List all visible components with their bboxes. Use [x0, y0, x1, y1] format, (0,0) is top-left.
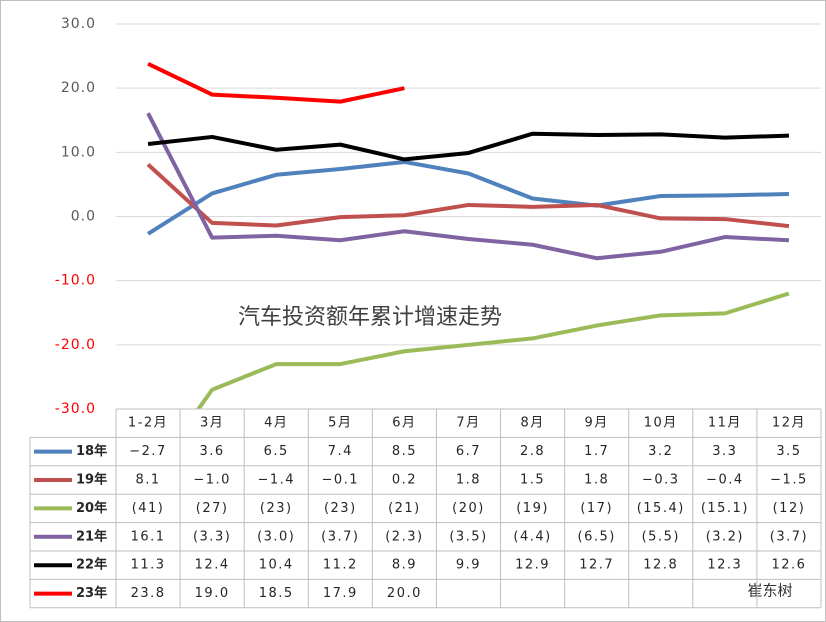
legend-label: 22年	[76, 557, 107, 573]
x-tick-label: 11月	[708, 416, 742, 431]
data-label: (27)	[196, 501, 229, 516]
data-label: 19.0	[195, 586, 230, 601]
data-label: 12.9	[515, 558, 550, 573]
data-label: (5.5)	[642, 529, 680, 544]
data-label: (23)	[260, 501, 293, 516]
data-label: (21)	[388, 501, 421, 516]
data-label: −0.3	[642, 473, 680, 488]
data-label: 12.3	[707, 558, 742, 573]
legend-label: 21年	[76, 528, 107, 544]
series-line	[147, 131, 790, 162]
legend-label: 23年	[76, 585, 107, 601]
series-line	[147, 61, 405, 104]
data-label: 18.5	[259, 586, 294, 601]
series-line	[195, 291, 790, 409]
data-label: 3.3	[712, 444, 737, 459]
y-tick-label: -20.0	[55, 337, 96, 353]
data-label: 7.4	[328, 444, 353, 459]
data-label: (3.0)	[257, 529, 295, 544]
data-label: (3.7)	[321, 529, 359, 544]
data-label: 3.5	[776, 444, 801, 459]
data-label: 6.5	[264, 444, 289, 459]
series-line	[146, 159, 789, 236]
data-label: 0.2	[392, 473, 417, 488]
series-line	[146, 112, 790, 261]
data-label: 12.8	[643, 558, 678, 573]
data-label: 3.2	[648, 444, 673, 459]
data-label: 8.1	[135, 473, 160, 488]
series-line	[146, 163, 790, 229]
data-label: (15.1)	[701, 501, 749, 516]
data-label: −0.4	[706, 473, 744, 488]
data-label: 1.8	[584, 473, 609, 488]
x-tick-label: 9月	[585, 416, 609, 431]
data-label: −2.7	[129, 444, 167, 459]
data-label: 1.7	[584, 444, 609, 459]
data-label: (3.7)	[770, 529, 808, 544]
data-label: (3.3)	[193, 529, 231, 544]
y-tick-label: -10.0	[55, 273, 96, 289]
data-label: (2.3)	[385, 529, 423, 544]
x-tick-label: 1-2月	[128, 416, 168, 431]
chart-title: 汽车投资额年累计增速走势	[238, 305, 502, 330]
data-label: −1.5	[770, 473, 808, 488]
legend-label: 19年	[76, 472, 107, 488]
legend-label: 20年	[76, 500, 107, 516]
data-label: 20.0	[387, 586, 422, 601]
data-label: (12)	[773, 501, 806, 516]
data-label: (19)	[516, 501, 549, 516]
data-label: −0.1	[322, 473, 360, 488]
data-label: 9.9	[456, 558, 481, 573]
x-tick-label: 3月	[200, 416, 224, 431]
data-label: 11.2	[323, 558, 358, 573]
data-label: 3.6	[200, 444, 225, 459]
data-label: (4.4)	[513, 529, 551, 544]
data-label: 12.6	[771, 558, 806, 573]
x-tick-label: 4月	[264, 416, 288, 431]
data-label: 12.7	[579, 558, 614, 573]
data-label: −1.0	[193, 473, 231, 488]
x-tick-label: 12月	[772, 416, 806, 431]
data-label: 23.8	[131, 586, 166, 601]
x-tick-label: 10月	[644, 416, 678, 431]
legend-label: 18年	[76, 443, 107, 459]
data-label: 6.7	[456, 444, 481, 459]
data-label: 10.4	[259, 558, 294, 573]
data-label: (41)	[132, 501, 165, 516]
y-tick-label: 20.0	[61, 80, 96, 96]
y-tick-label: -30.0	[55, 401, 96, 417]
data-label: 17.9	[323, 586, 358, 601]
watermark: 崔东树	[747, 582, 792, 600]
x-tick-label: 8月	[520, 416, 544, 431]
y-tick-label: 30.0	[61, 16, 96, 32]
data-label: 8.5	[392, 444, 417, 459]
data-label: −1.4	[257, 473, 295, 488]
data-label: (6.5)	[578, 529, 616, 544]
data-label: 1.5	[520, 473, 545, 488]
data-label: (3.2)	[706, 529, 744, 544]
data-label: 2.8	[520, 444, 545, 459]
data-label: 1.8	[456, 473, 481, 488]
x-tick-label: 7月	[456, 416, 480, 431]
data-label: (20)	[452, 501, 485, 516]
data-label: 11.3	[131, 558, 166, 573]
data-label: (15.4)	[637, 501, 685, 516]
data-label: 16.1	[131, 529, 166, 544]
data-label: (23)	[324, 501, 357, 516]
data-label: (17)	[580, 501, 613, 516]
data-label: 12.4	[195, 558, 230, 573]
x-tick-label: 6月	[392, 416, 416, 431]
data-label: 8.9	[392, 558, 417, 573]
y-tick-label: 0.0	[71, 209, 96, 225]
data-label: (3.5)	[449, 529, 487, 544]
x-tick-label: 5月	[328, 416, 352, 431]
y-tick-label: 10.0	[61, 144, 96, 160]
